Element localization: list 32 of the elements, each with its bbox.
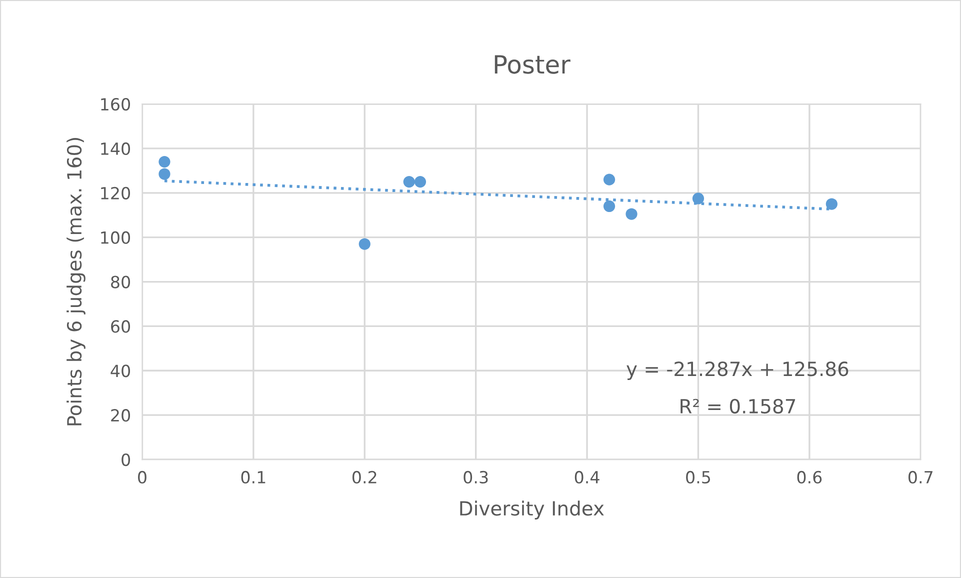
x-tick-label: 0.7 [908,470,932,484]
point [403,176,415,188]
point [414,176,426,188]
x-tick-label: 0.5 [686,470,710,484]
point [626,208,638,220]
y-tick-label: 60 [111,320,130,333]
point [603,174,616,186]
x-tick-label: 0.6 [797,470,822,484]
annotation: y = -21.287x + 125.86 [626,362,848,380]
x-tick-label: 0 [138,470,146,484]
y-tick-label: 20 [111,409,130,422]
x-axis-title: Diversity Index [460,500,604,520]
x-tick-label: 0.2 [352,470,376,484]
y-tick-label: 40 [110,364,130,378]
point [692,192,704,204]
point [603,200,616,212]
x-tick-label: 0.3 [464,470,488,484]
point [158,156,170,168]
y-tick-label: 160 [101,98,130,111]
y-tick-label: 0 [122,453,130,466]
x-tick-label: 0.1 [241,470,266,484]
chart-title: Poster [494,55,570,74]
x-tick-label: 0.4 [574,470,600,484]
point [826,198,838,210]
annotation: R² = 0.1587 [680,398,796,414]
point [158,168,170,180]
y-tick-label: 80 [111,276,130,288]
y-axis-title: Points by 6 judges (max. 160) [66,138,86,426]
y-tick-label: 140 [101,142,130,156]
y-tick-label: 120 [101,186,130,200]
y-tick-label: 100 [101,231,130,244]
point [358,238,370,250]
